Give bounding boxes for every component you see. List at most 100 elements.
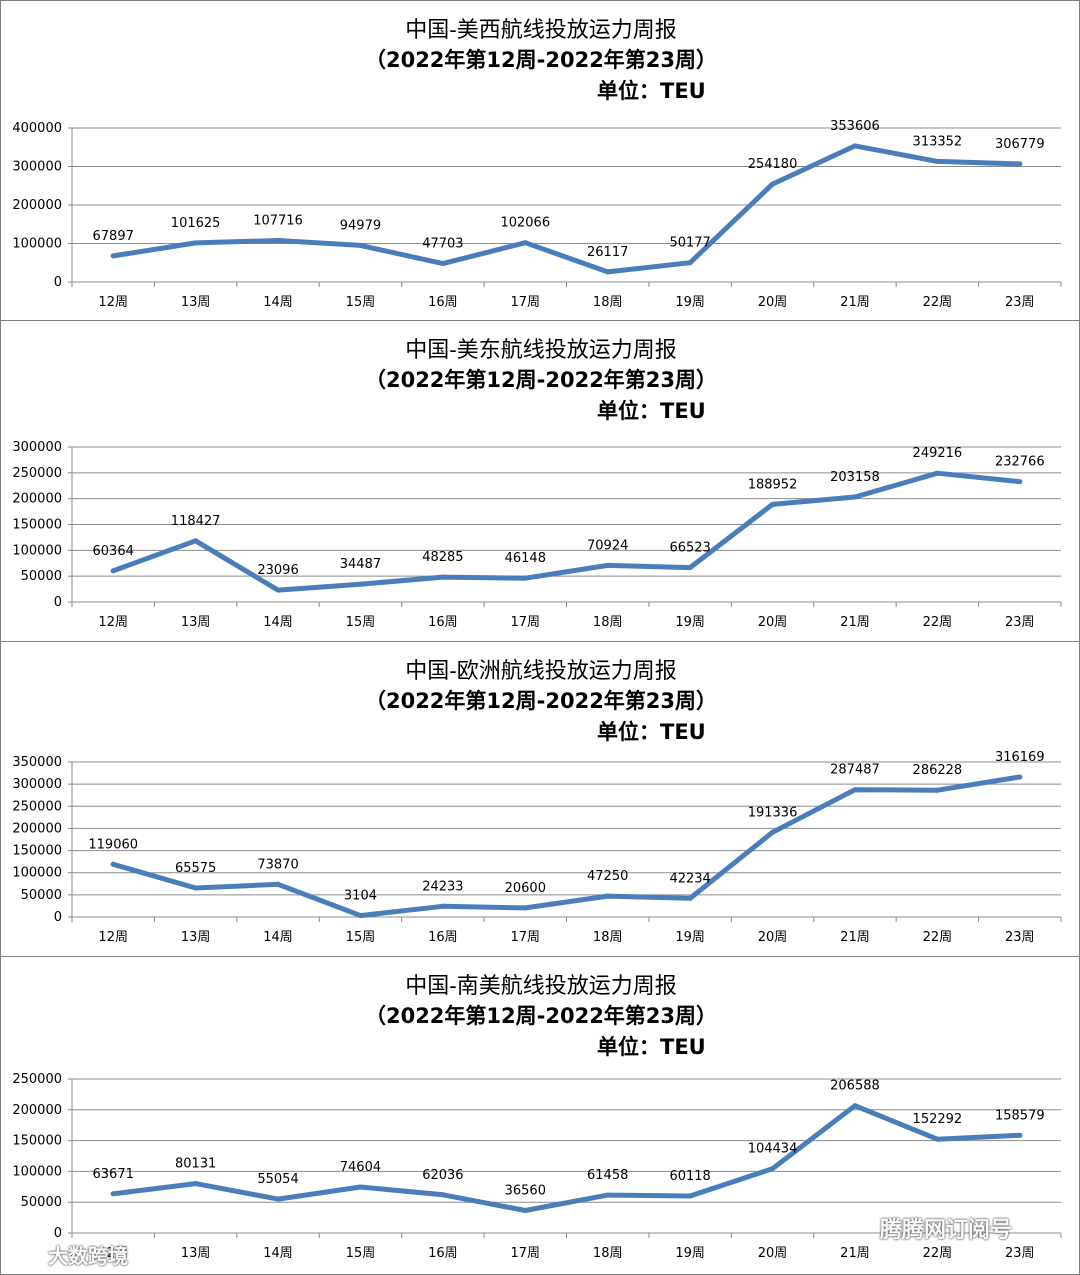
x-tick-label: 19周: [675, 295, 705, 310]
x-tick-label: 18周: [593, 1246, 623, 1261]
data-point: [852, 143, 858, 149]
data-point: [522, 905, 528, 911]
series-line: [110, 143, 1023, 275]
y-tick-label: 300000: [12, 160, 62, 175]
data-point: [193, 538, 199, 544]
x-tick-label: 20周: [758, 930, 788, 945]
y-tick-label: 50000: [21, 888, 62, 903]
x-tick-label: 14周: [263, 1246, 293, 1261]
x-tick-label: 14周: [263, 930, 293, 945]
data-label: 306779: [995, 137, 1045, 152]
y-tick-label: 100000: [12, 237, 62, 252]
data-label: 48285: [422, 550, 463, 565]
data-label: 55054: [257, 1172, 298, 1187]
data-label: 47703: [422, 237, 463, 252]
x-tick-label: 17周: [511, 930, 541, 945]
chart-subtitle: （2022年第12周-2022年第23周）: [365, 1004, 717, 1028]
chart-south-america: 中国-南美航线投放运力周报 （2022年第12周-2022年第23周） 单位：TEU…: [12, 974, 1062, 1261]
chart-us-east: 中国-美东航线投放运力周报 （2022年第12周-2022年第23周） 单位：TEU…: [12, 338, 1062, 630]
x-tick-label: 17周: [511, 295, 541, 310]
data-label: 249216: [913, 446, 963, 461]
data-label: 316169: [995, 750, 1045, 765]
data-point: [440, 1192, 446, 1198]
data-point: [357, 581, 363, 587]
data-label: 104434: [748, 1142, 798, 1157]
data-label: 203158: [830, 470, 880, 485]
data-point: [687, 260, 693, 266]
chart-title: 中国-南美航线投放运力周报: [405, 974, 676, 999]
series-line: [110, 1103, 1023, 1213]
x-tick-label: 12周: [98, 1246, 128, 1261]
y-tick-label: 0: [54, 1226, 62, 1241]
y-tick-label: 300000: [12, 777, 62, 792]
data-label: 63671: [93, 1167, 134, 1182]
data-label: 70924: [587, 538, 628, 553]
data-point: [934, 158, 940, 164]
x-tick-label: 15周: [346, 295, 376, 310]
data-label: 50177: [669, 236, 710, 251]
x-tick-label: 22周: [923, 1246, 953, 1261]
x-tick-label: 22周: [923, 930, 953, 945]
x-tick-label: 19周: [675, 615, 705, 630]
data-label: 158579: [995, 1108, 1045, 1123]
data-label: 34487: [340, 557, 381, 572]
data-point: [770, 181, 776, 187]
x-tick-label: 15周: [346, 930, 376, 945]
data-point: [193, 1181, 199, 1187]
data-label: 47250: [587, 869, 628, 884]
x-tick-label: 21周: [840, 1246, 870, 1261]
chart-subtitle: （2022年第12周-2022年第23周）: [365, 689, 717, 713]
data-label: 94979: [340, 218, 381, 233]
x-tick-label: 20周: [758, 1246, 788, 1261]
x-tick-label: 23周: [1005, 615, 1035, 630]
x-tick-label: 20周: [758, 615, 788, 630]
chart-unit: 单位：TEU: [597, 399, 706, 423]
chart-panel-europe: 中国-欧洲航线投放运力周报 （2022年第12周-2022年第23周） 单位：TEU…: [0, 641, 1080, 957]
x-tick-label: 16周: [428, 930, 458, 945]
data-label: 24233: [422, 879, 463, 894]
data-label: 80131: [175, 1157, 216, 1172]
y-tick-label: 150000: [12, 1134, 62, 1149]
data-label: 188952: [748, 477, 798, 492]
data-point: [193, 240, 199, 246]
data-label: 62036: [422, 1168, 463, 1183]
data-label: 107716: [253, 214, 303, 229]
x-tick-label: 19周: [675, 930, 705, 945]
chart-title: 中国-欧洲航线投放运力周报: [405, 659, 676, 684]
data-point: [522, 1207, 528, 1213]
x-tick-label: 12周: [98, 615, 128, 630]
chart-unit: 单位：TEU: [597, 1035, 706, 1059]
y-tick-label: 350000: [12, 755, 62, 770]
data-label: 20600: [505, 881, 546, 896]
chart-unit: 单位：TEU: [597, 720, 706, 744]
y-tick-label: 150000: [12, 844, 62, 859]
x-tick-label: 21周: [840, 615, 870, 630]
data-point: [275, 881, 281, 887]
x-tick-label: 13周: [181, 615, 211, 630]
series-line: [110, 470, 1023, 593]
x-tick-label: 17周: [511, 615, 541, 630]
x-tick-label: 20周: [758, 295, 788, 310]
data-point: [110, 1191, 116, 1197]
data-point: [934, 470, 940, 476]
data-point: [605, 893, 611, 899]
x-tick-label: 15周: [346, 615, 376, 630]
chart-panel-south-america: 中国-南美航线投放运力周报 （2022年第12周-2022年第23周） 单位：TEU…: [0, 956, 1080, 1275]
data-label: 118427: [171, 514, 221, 529]
series-line: [110, 774, 1023, 919]
data-point: [605, 1192, 611, 1198]
data-point: [687, 895, 693, 901]
x-tick-label: 17周: [511, 1246, 541, 1261]
data-label: 46148: [505, 551, 546, 566]
data-label: 206588: [830, 1079, 880, 1094]
data-point: [110, 861, 116, 867]
data-point: [357, 242, 363, 248]
x-tick-label: 18周: [593, 930, 623, 945]
chart-panel-us-west: 中国-美西航线投放运力周报 （2022年第12周-2022年第23周） 单位：TEU…: [0, 0, 1080, 321]
y-tick-label: 100000: [12, 866, 62, 881]
y-tick-label: 200000: [12, 821, 62, 836]
data-point: [440, 903, 446, 909]
data-point: [687, 1193, 693, 1199]
x-tick-label: 21周: [840, 930, 870, 945]
data-label: 23096: [257, 563, 298, 578]
